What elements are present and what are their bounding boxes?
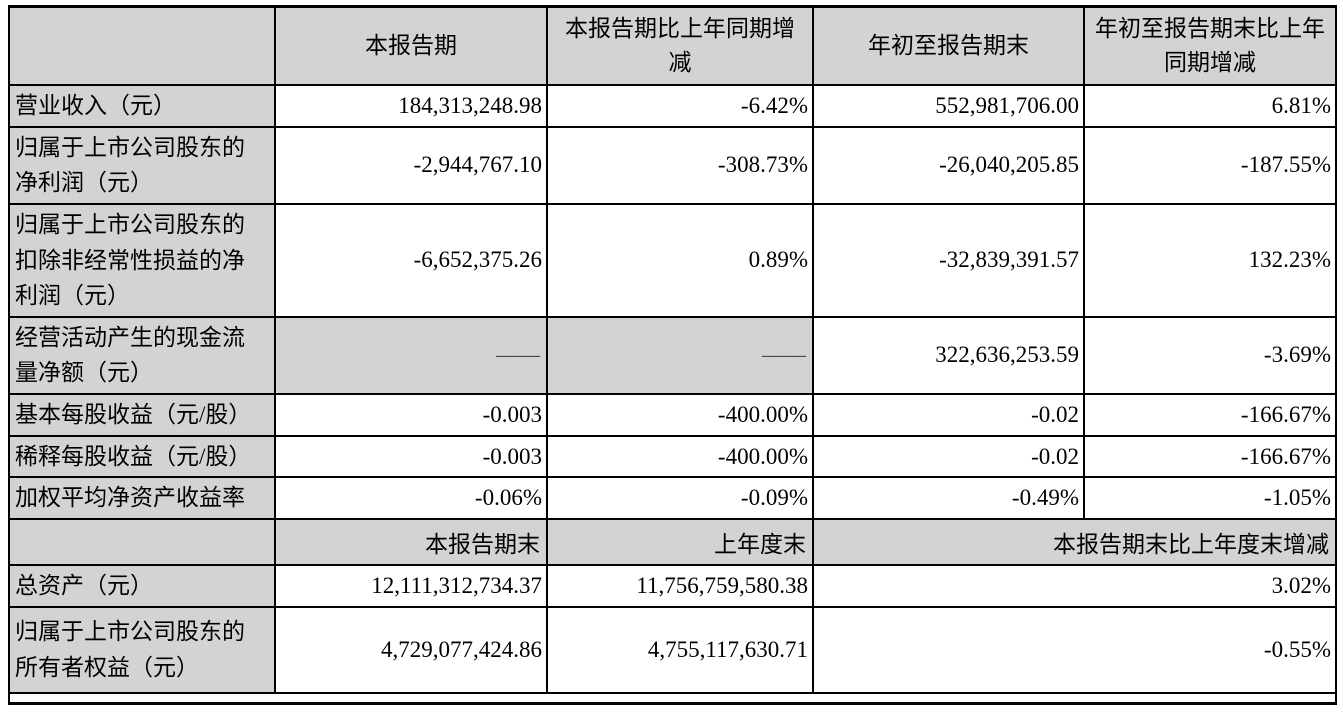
value-cell: 3.02% <box>812 564 1337 608</box>
not-applicable-dash-cell: —— <box>546 315 814 396</box>
financial-summary-table: 本报告期 本报告期比上年同期增 减 年初至报告期末 年初至报告期末比上年 同期增… <box>8 5 1337 705</box>
table-row-basic-eps: 基本每股收益（元/股） -0.003 -400.00% -0.02 -166.6… <box>8 393 1337 437</box>
label-basic-eps: 基本每股收益（元/股） <box>8 393 276 437</box>
header-ytd-yoy-change: 年初至报告期末比上年 同期增减 <box>1083 5 1337 86</box>
value-cell: -0.02 <box>812 393 1085 437</box>
value-cell: 12,111,312,734.37 <box>274 564 548 608</box>
label-diluted-eps: 稀释每股收益（元/股） <box>8 434 276 479</box>
value-cell: 132.23% <box>1083 202 1337 318</box>
label-net-profit: 归属于上市公司股东的 净利润（元） <box>8 125 276 205</box>
value-cell: -0.09% <box>546 476 814 521</box>
header-period-yoy-change: 本报告期比上年同期增 减 <box>546 5 814 86</box>
label-net-profit-excl-nonrecurring: 归属于上市公司股东的 扣除非经常性损益的净 利润（元） <box>8 202 276 318</box>
value-cell: -400.00% <box>546 393 814 437</box>
header-corner-cell <box>8 5 276 86</box>
value-cell: -0.06% <box>274 476 548 521</box>
table-row-diluted-eps: 稀释每股收益（元/股） -0.003 -400.00% -0.02 -166.6… <box>8 434 1337 479</box>
value-cell: -400.00% <box>546 434 814 479</box>
label-weighted-avg-roe: 加权平均净资产收益率 <box>8 476 276 521</box>
label-operating-cash-flow: 经营活动产生的现金流 量净额（元） <box>8 315 276 396</box>
value-cell: -0.55% <box>812 605 1337 694</box>
value-cell: -3.69% <box>1083 315 1337 396</box>
value-cell: -0.003 <box>274 393 548 437</box>
value-cell: 552,981,706.00 <box>812 84 1085 128</box>
value-cell: -6.42% <box>546 84 814 128</box>
table-row-operating-cash-flow: 经营活动产生的现金流 量净额（元） —— —— 322,636,253.59 -… <box>8 315 1337 396</box>
value-cell: 322,636,253.59 <box>812 315 1085 396</box>
value-cell: -2,944,767.10 <box>274 125 548 205</box>
value-cell: -187.55% <box>1083 125 1337 205</box>
header-current-period: 本报告期 <box>274 5 548 86</box>
label-total-assets: 总资产（元） <box>8 564 276 608</box>
value-cell: -0.02 <box>812 434 1085 479</box>
value-cell: -6,652,375.26 <box>274 202 548 318</box>
value-cell: -32,839,391.57 <box>812 202 1085 318</box>
table-header-row-1: 本报告期 本报告期比上年同期增 减 年初至报告期末 年初至报告期末比上年 同期增… <box>8 5 1337 86</box>
value-cell: -0.003 <box>274 434 548 479</box>
value-cell: 4,755,117,630.71 <box>546 605 814 694</box>
table-row-shareholders-equity: 归属于上市公司股东的 所有者权益（元） 4,729,077,424.86 4,7… <box>8 605 1337 694</box>
value-cell: -166.67% <box>1083 393 1337 437</box>
table-header-row-2: 本报告期末 上年度末 本报告期末比上年度末增减 <box>8 518 1337 567</box>
value-cell: 184,313,248.98 <box>274 84 548 128</box>
label-shareholders-equity: 归属于上市公司股东的 所有者权益（元） <box>8 605 276 694</box>
value-cell: -308.73% <box>546 125 814 205</box>
header-period-end-change: 本报告期末比上年度末增减 <box>812 518 1337 567</box>
label-operating-revenue: 营业收入（元） <box>8 84 276 128</box>
value-cell: -1.05% <box>1083 476 1337 521</box>
table-row-operating-revenue: 营业收入（元） 184,313,248.98 -6.42% 552,981,70… <box>8 84 1337 128</box>
value-cell: 6.81% <box>1083 84 1337 128</box>
table-row-net-profit: 归属于上市公司股东的 净利润（元） -2,944,767.10 -308.73%… <box>8 125 1337 205</box>
table-row-net-profit-excl-nonrecurring: 归属于上市公司股东的 扣除非经常性损益的净 利润（元） -6,652,375.2… <box>8 202 1337 318</box>
value-cell: 4,729,077,424.86 <box>274 605 548 694</box>
value-cell: 0.89% <box>546 202 814 318</box>
value-cell: 11,756,759,580.38 <box>546 564 814 608</box>
value-cell: -166.67% <box>1083 434 1337 479</box>
value-cell: -26,040,205.85 <box>812 125 1085 205</box>
value-cell: -0.49% <box>812 476 1085 521</box>
table-row-weighted-avg-roe: 加权平均净资产收益率 -0.06% -0.09% -0.49% -1.05% <box>8 476 1337 521</box>
header-prev-year-end: 上年度末 <box>546 518 814 567</box>
table-row-total-assets: 总资产（元） 12,111,312,734.37 11,756,759,580.… <box>8 564 1337 608</box>
not-applicable-dash-cell: —— <box>274 315 548 396</box>
header2-corner-cell <box>8 518 276 567</box>
header-year-to-date: 年初至报告期末 <box>812 5 1085 86</box>
header-period-end: 本报告期末 <box>274 518 548 567</box>
